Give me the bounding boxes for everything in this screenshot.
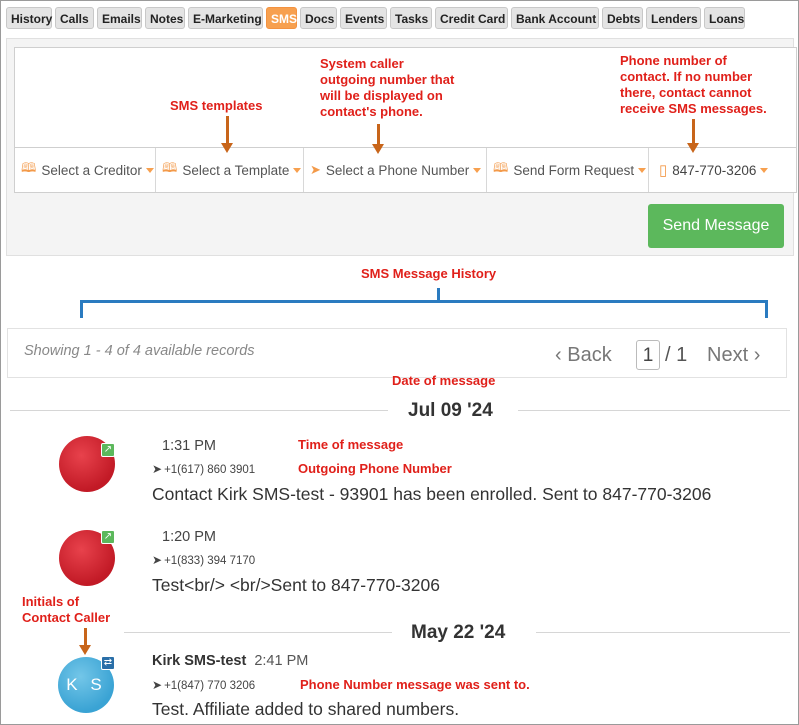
- contact-phone-value: 847-770-3206: [672, 162, 757, 178]
- send-arrow-icon: ➤: [310, 162, 321, 177]
- sender-name: Kirk SMS-test: [152, 653, 247, 669]
- send-message-button[interactable]: Send Message: [648, 204, 784, 248]
- page-number-input[interactable]: 1: [636, 340, 660, 370]
- outgoing-share-icon: ↗: [101, 443, 115, 457]
- tab-emails[interactable]: Emails: [97, 7, 142, 29]
- date-divider-right: [536, 632, 790, 633]
- back-button[interactable]: ‹ Back: [555, 344, 612, 367]
- chevron-left-icon: ‹: [555, 344, 562, 366]
- tab-lenders[interactable]: Lenders: [646, 7, 701, 29]
- creditor-select[interactable]: 🕮 Select a Creditor: [15, 148, 156, 192]
- message-textarea[interactable]: [14, 47, 797, 147]
- outgoing-phone: ➤ +1(847) 770 3206: [152, 678, 255, 692]
- arrow-down-icon: [687, 119, 699, 153]
- annotation-system-caller: System caller outgoing number that will …: [320, 56, 455, 119]
- arrow-down-icon: [372, 124, 384, 154]
- tab-e-marketing[interactable]: E-Marketing: [188, 7, 263, 29]
- phone-number-select-label: Select a Phone Number: [325, 162, 470, 178]
- form-request-select[interactable]: 🕮 Send Form Request: [487, 148, 649, 192]
- outgoing-phone-value: +1(833) 394 7170: [164, 555, 256, 567]
- page-total: / 1: [665, 344, 688, 366]
- outgoing-phone: ➤ +1(833) 394 7170: [152, 553, 255, 567]
- tab-notes[interactable]: Notes: [145, 7, 185, 29]
- template-select-label: Select a Template: [182, 162, 290, 178]
- back-label: Back: [567, 344, 612, 366]
- tab-docs[interactable]: Docs: [300, 7, 337, 29]
- pagination-bar: [7, 328, 787, 378]
- message-time: 1:20 PM: [162, 529, 216, 545]
- outgoing-phone-value: +1(847) 770 3206: [164, 680, 256, 692]
- compose-options-bar: 🕮 Select a Creditor 🕮 Select a Template …: [14, 147, 797, 193]
- date-header: Jul 09 '24: [408, 400, 493, 421]
- annotation-sms-templates: SMS templates: [170, 98, 263, 113]
- date-divider-right: [518, 410, 790, 411]
- tab-events[interactable]: Events: [340, 7, 387, 29]
- tab-bank-account[interactable]: Bank Account: [511, 7, 599, 29]
- arrow-down-icon: [79, 628, 91, 655]
- annotation-outgoing-number: Outgoing Phone Number: [298, 461, 452, 476]
- incoming-reply-icon: ⇄: [101, 656, 115, 670]
- next-label: Next: [707, 344, 749, 366]
- outgoing-phone: ➤ +1(617) 860 3901: [152, 462, 255, 476]
- book-icon: 🕮: [162, 160, 178, 175]
- caret-down-icon: [760, 167, 769, 173]
- message-sender: Kirk SMS-test 2:41 PM: [152, 653, 308, 669]
- tab-tasks[interactable]: Tasks: [390, 7, 432, 29]
- records-count: Showing 1 - 4 of 4 available records: [24, 343, 255, 359]
- book-icon: 🕮: [21, 160, 37, 175]
- tab-debts[interactable]: Debts: [602, 7, 643, 29]
- phone-number-select[interactable]: ➤ Select a Phone Number: [304, 148, 487, 192]
- annotation-sent-to: Phone Number message was sent to.: [300, 677, 530, 692]
- paper-plane-icon: ➤: [152, 678, 163, 692]
- caret-down-icon: [473, 167, 482, 173]
- annotation-contact-phone: Phone number of contact. If no number th…: [620, 53, 767, 116]
- annotation-date-of-message: Date of message: [392, 373, 496, 388]
- date-divider-left: [124, 632, 392, 633]
- arrow-down-icon: [221, 116, 233, 153]
- message-text: Test. Affiliate added to shared numbers.: [152, 699, 460, 719]
- outgoing-phone-value: +1(617) 860 3901: [164, 464, 256, 476]
- chevron-right-icon: ›: [753, 344, 761, 366]
- contact-phone-select[interactable]: ▯ 847-770-3206: [649, 148, 796, 192]
- annotation-history: SMS Message History: [361, 266, 497, 281]
- form-request-select-label: Send Form Request: [513, 162, 635, 178]
- outgoing-share-icon: ↗: [101, 530, 115, 544]
- next-button[interactable]: Next ›: [707, 344, 760, 367]
- caret-down-icon: [293, 167, 302, 173]
- bracket-stem: [437, 288, 440, 302]
- book-icon: 🕮: [493, 160, 509, 175]
- history-bracket: [80, 300, 768, 303]
- date-header: May 22 '24: [411, 622, 506, 643]
- message-text: Test<br/> <br/>Sent to 847-770-3206: [152, 575, 440, 595]
- paper-plane-icon: ➤: [152, 462, 163, 476]
- date-divider-left: [10, 410, 388, 411]
- tab-credit-card[interactable]: Credit Card: [435, 7, 508, 29]
- bracket-right: [765, 300, 768, 318]
- caret-down-icon: [145, 167, 154, 173]
- tab-calls[interactable]: Calls: [55, 7, 94, 29]
- message-time: 1:31 PM: [162, 438, 216, 454]
- tab-loans[interactable]: Loans: [704, 7, 745, 29]
- mobile-phone-icon: ▯: [659, 162, 668, 179]
- annotation-time-of-message: Time of message: [298, 437, 404, 452]
- bracket-left: [80, 300, 83, 318]
- creditor-select-label: Select a Creditor: [41, 162, 142, 178]
- tab-history[interactable]: History: [6, 7, 52, 29]
- tab-sms[interactable]: SMS: [266, 7, 297, 29]
- message-text: Contact Kirk SMS-test - 93901 has been e…: [152, 484, 712, 504]
- caret-down-icon: [638, 167, 647, 173]
- message-time: 2:41 PM: [254, 653, 309, 669]
- template-select[interactable]: 🕮 Select a Template: [156, 148, 304, 192]
- annotation-initials: Initials of Contact Caller: [22, 594, 111, 625]
- paper-plane-icon: ➤: [152, 553, 163, 567]
